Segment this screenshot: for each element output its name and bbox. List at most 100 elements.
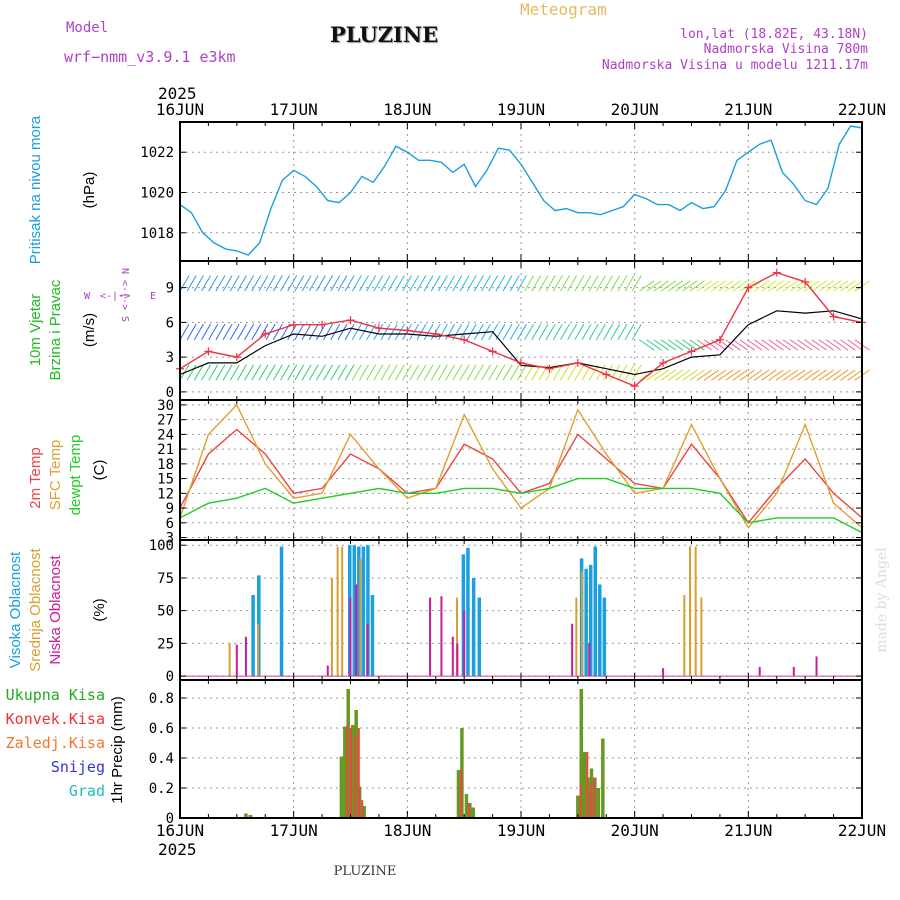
wind-barb bbox=[675, 339, 691, 351]
y-tick-label: 75 bbox=[157, 571, 174, 587]
bar-srednja-oblacnost bbox=[683, 594, 686, 677]
wind-barb bbox=[560, 323, 570, 341]
wind-barb bbox=[832, 280, 849, 292]
wind-barb bbox=[811, 280, 827, 292]
wind-barb bbox=[718, 369, 734, 381]
series-line-dewpoint bbox=[179, 477, 863, 534]
x-tick-label-bottom: 22JUN bbox=[838, 821, 886, 840]
bar-visoka-oblacnost bbox=[471, 577, 476, 677]
wind-barb bbox=[201, 275, 211, 292]
wind-barb bbox=[840, 280, 856, 292]
bar-srednja-oblacnost bbox=[359, 558, 362, 677]
wind-barb bbox=[524, 275, 535, 292]
bar-ukupna-kisa bbox=[362, 806, 366, 818]
wind-barb bbox=[402, 364, 412, 381]
wind-barb bbox=[696, 280, 712, 292]
wind-barb bbox=[689, 339, 705, 351]
wind-gust-marker bbox=[630, 382, 639, 391]
wind-barb bbox=[193, 275, 204, 292]
bar-niska-oblacnost bbox=[792, 666, 795, 677]
wind-barb bbox=[574, 275, 585, 292]
wind-barb bbox=[416, 364, 427, 381]
wind-barb bbox=[366, 275, 377, 292]
wind-barb bbox=[832, 339, 849, 351]
precip-legend-item: Zaledj.Kisa bbox=[6, 734, 105, 752]
x-tick-label-bottom: 21JUN bbox=[724, 821, 772, 840]
wind-barb bbox=[825, 369, 842, 381]
bar-konvek-kisa bbox=[593, 777, 596, 818]
bar-konvek-kisa bbox=[349, 728, 352, 818]
wind-barb bbox=[775, 369, 791, 381]
wind-barb bbox=[667, 339, 684, 351]
model-elevation-label: Nadmorska Visina u modelu 1211.17m bbox=[601, 58, 868, 73]
bar-niska-oblacnost bbox=[440, 596, 443, 677]
wind-barb bbox=[682, 339, 698, 351]
y-tick-label: 24 bbox=[157, 427, 174, 443]
wind-barb bbox=[545, 275, 556, 292]
wind-barb bbox=[466, 323, 477, 341]
wind-barb bbox=[825, 280, 842, 292]
ylabel-wind: 10m Vjetar bbox=[27, 294, 44, 367]
wind-gust-marker bbox=[431, 329, 440, 338]
wind-barb bbox=[186, 275, 197, 292]
bar-visoka-oblacnost bbox=[357, 546, 361, 677]
wind-barb bbox=[337, 323, 348, 341]
wind-barb bbox=[387, 275, 398, 292]
wind-barb bbox=[660, 339, 677, 351]
bar-srednja-oblacnost bbox=[700, 597, 703, 677]
wind-barb bbox=[610, 275, 621, 292]
wind-barb bbox=[294, 275, 305, 292]
wind-barb bbox=[380, 323, 391, 341]
precip-legend-item: Konvek.Kisa bbox=[6, 710, 105, 728]
bar-srednja-oblacnost bbox=[228, 643, 231, 677]
wind-barb bbox=[818, 339, 834, 351]
wind-barb bbox=[624, 323, 635, 341]
panel-frame-precip bbox=[179, 679, 863, 819]
wind-barb bbox=[301, 275, 312, 292]
bar-konvek-kisa bbox=[586, 752, 589, 818]
wind-barb bbox=[710, 280, 727, 292]
ylabel-cloud-mid: Srednja Oblacnost bbox=[27, 547, 44, 671]
wind-barb bbox=[682, 280, 698, 292]
y-tick-label: 12 bbox=[157, 486, 174, 502]
wind-barb bbox=[258, 275, 269, 292]
watermark: made by Angel bbox=[874, 547, 890, 653]
x-tick-label-top: 22JUN bbox=[838, 100, 886, 119]
wind-barb bbox=[574, 364, 585, 381]
wind-barb bbox=[438, 323, 448, 341]
wind-barb bbox=[466, 275, 477, 292]
y-tick-label: 1018 bbox=[140, 226, 174, 242]
wind-barb bbox=[222, 364, 233, 381]
bar-ukupna-kisa bbox=[351, 725, 355, 818]
bar-niska-oblacnost bbox=[451, 636, 454, 677]
wind-barb bbox=[481, 364, 491, 381]
y-tick-label: 0.6 bbox=[149, 721, 174, 737]
wind-barb bbox=[430, 275, 441, 292]
wind-barb bbox=[394, 364, 405, 381]
compass-w: W bbox=[84, 291, 91, 302]
wind-barb bbox=[761, 339, 777, 351]
wind-barb bbox=[495, 275, 506, 292]
wind-barb bbox=[315, 323, 326, 341]
bar-konvek-kisa bbox=[357, 728, 360, 818]
wind-barb bbox=[710, 339, 727, 351]
bar-srednja-oblacnost bbox=[689, 546, 691, 677]
wind-barb bbox=[789, 369, 806, 381]
wind-barb bbox=[373, 275, 384, 292]
bar-srednja-oblacnost bbox=[694, 546, 697, 677]
wind-barb bbox=[509, 364, 520, 381]
wind-barb bbox=[229, 323, 240, 341]
bar-niska-oblacnost bbox=[355, 584, 358, 677]
bar-visoka-oblacnost bbox=[602, 597, 607, 677]
wind-barb bbox=[394, 323, 405, 341]
wind-barb bbox=[775, 280, 791, 292]
wind-barb bbox=[689, 280, 705, 292]
wind-barb bbox=[323, 323, 334, 341]
wind-barb bbox=[696, 339, 712, 351]
bar-niska-oblacnost bbox=[758, 666, 761, 677]
wind-barb bbox=[804, 280, 820, 292]
wind-barb bbox=[208, 364, 219, 381]
wind-barb bbox=[294, 364, 305, 381]
y-tick-label: 3 bbox=[166, 531, 174, 547]
wind-barb bbox=[639, 339, 655, 351]
